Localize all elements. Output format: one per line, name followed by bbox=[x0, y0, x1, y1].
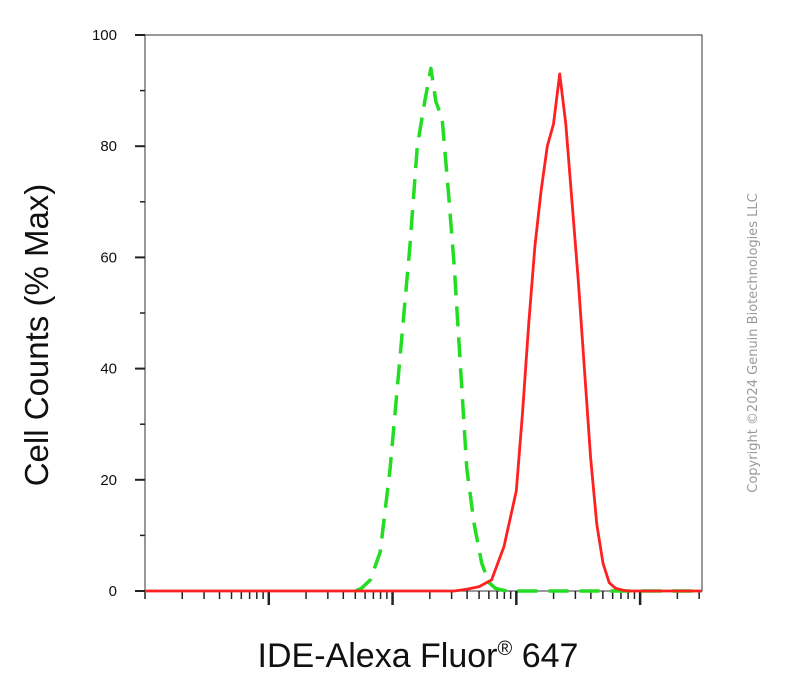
y-tick-label: 20 bbox=[100, 472, 117, 489]
y-tick-label: 0 bbox=[109, 583, 117, 600]
control-histogram-line bbox=[354, 66, 702, 593]
x-axis-label-main: IDE-Alexa Fluor bbox=[258, 637, 498, 675]
y-tick-label: 100 bbox=[92, 27, 117, 44]
y-tick-label: 40 bbox=[100, 361, 117, 378]
series-layer bbox=[145, 66, 702, 593]
axes: 0 20 40 60 80 100 bbox=[92, 27, 703, 605]
y-tick-label: 80 bbox=[100, 138, 117, 155]
x-axis-label-superscript: ® bbox=[498, 638, 513, 660]
x-axis-label-suffix: 647 bbox=[512, 637, 578, 675]
y-axis-label: Cell Counts (% Max) bbox=[18, 184, 55, 487]
sample-histogram-line bbox=[145, 72, 702, 593]
y-tick-label: 60 bbox=[100, 249, 117, 266]
copyright-notice: Copyright ©2024 Genuin Biotechnologies L… bbox=[746, 193, 761, 492]
x-axis-label: IDE-Alexa Fluor® 647 bbox=[258, 637, 579, 675]
